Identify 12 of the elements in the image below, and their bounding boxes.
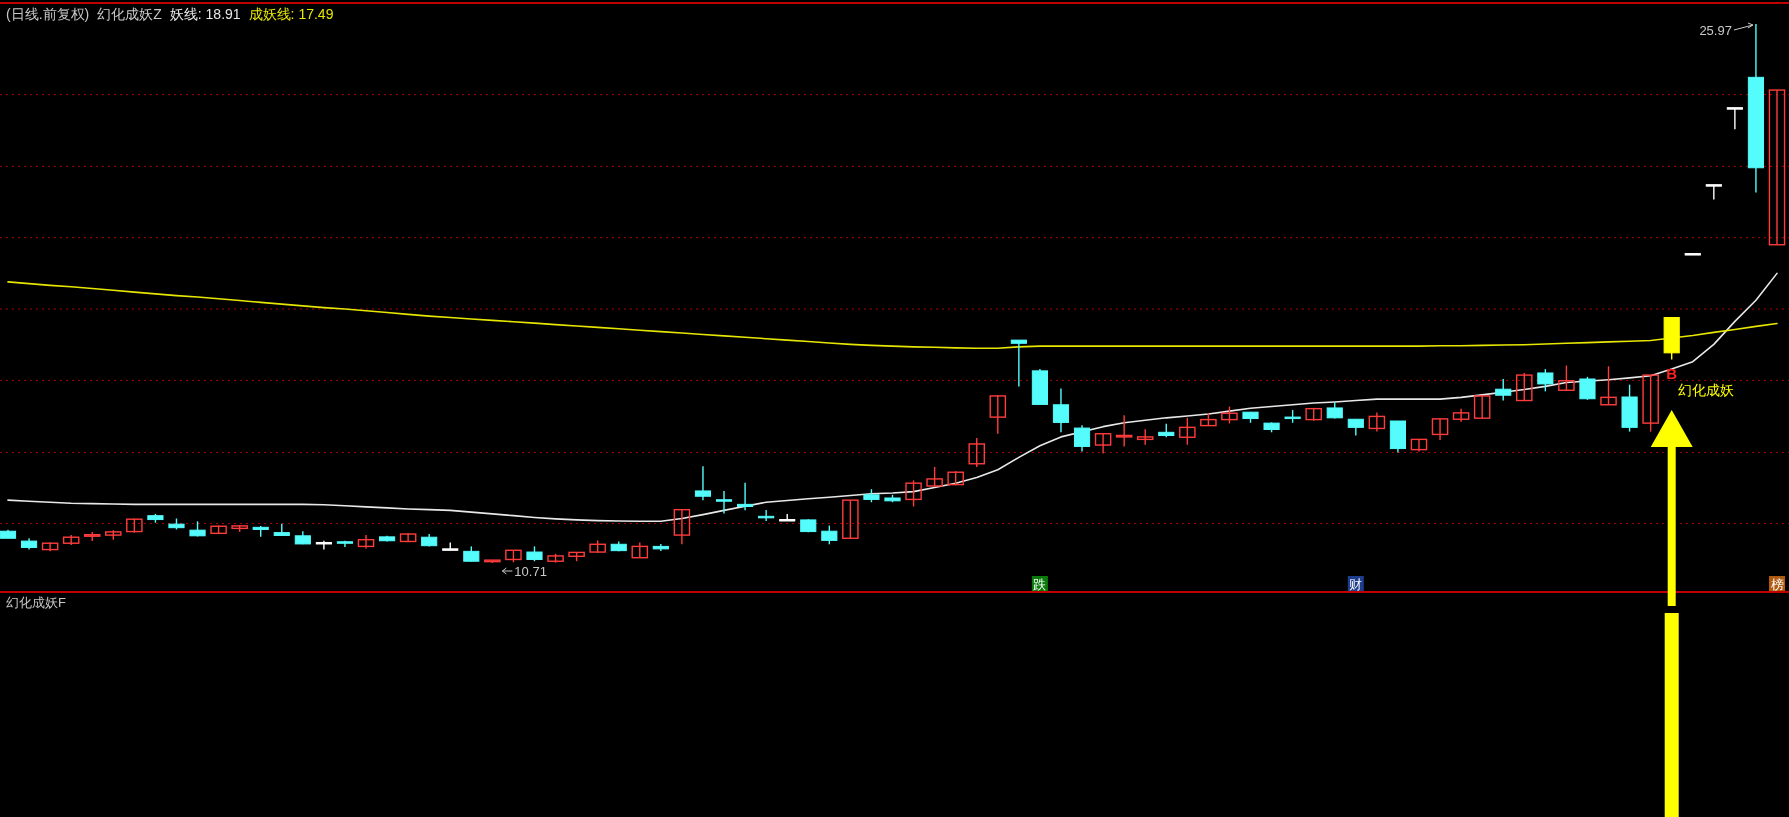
annotation: 25.97 bbox=[1699, 23, 1732, 38]
text: 10.71 bbox=[514, 564, 547, 579]
annotation: 幻化成妖 bbox=[1677, 382, 1734, 398]
chart-subtitle: 幻化成妖Z bbox=[97, 6, 163, 22]
text: 跌 bbox=[1033, 577, 1047, 592]
annotation: B bbox=[1666, 365, 1678, 382]
text: 财 bbox=[1349, 577, 1363, 592]
text: 妖线: 18.91 bbox=[169, 6, 241, 22]
text: 幻化成妖F bbox=[6, 595, 66, 610]
text: 成妖线: 17.49 bbox=[248, 6, 334, 22]
chart-title: (日线.前复权) bbox=[6, 6, 90, 22]
text: 榜 bbox=[1770, 577, 1784, 592]
